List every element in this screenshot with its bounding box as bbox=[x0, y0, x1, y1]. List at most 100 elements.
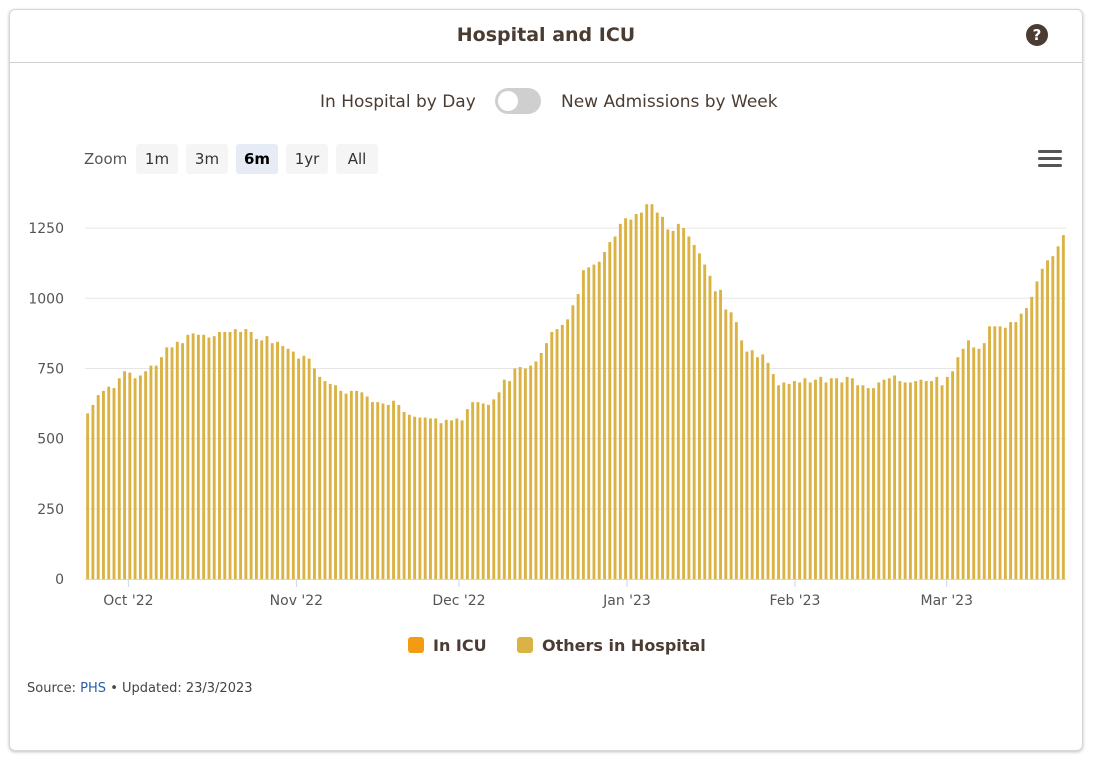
bar-others-0 bbox=[86, 413, 90, 579]
bar-others-103 bbox=[629, 219, 633, 579]
bar-others-90 bbox=[560, 324, 564, 579]
bar-others-108 bbox=[655, 212, 659, 579]
bar-others-46 bbox=[328, 383, 332, 579]
bar-others-87 bbox=[545, 343, 548, 579]
bar-others-183 bbox=[1051, 256, 1055, 579]
bar-others-43 bbox=[312, 368, 316, 579]
legend-swatch-others-in-hospital bbox=[517, 637, 533, 653]
bar-others-76 bbox=[487, 404, 490, 579]
bar-others-55 bbox=[376, 402, 380, 579]
zoom-1m-button[interactable]: 1m bbox=[136, 144, 178, 174]
bar-others-40 bbox=[297, 358, 301, 579]
legend-item-in-icu[interactable]: In ICU bbox=[408, 636, 487, 655]
bar-others-92 bbox=[571, 305, 575, 579]
bar-others-121 bbox=[724, 309, 728, 579]
bar-others-72 bbox=[465, 409, 469, 579]
bar-others-99 bbox=[608, 242, 612, 580]
bar-others-180 bbox=[1035, 281, 1039, 579]
x-tick-label-0: Oct '22 bbox=[103, 593, 153, 609]
bar-others-18 bbox=[181, 343, 185, 579]
view-toggle-row: In Hospital by Day New Admissions by Wee… bbox=[10, 88, 1082, 118]
bar-others-185 bbox=[1061, 235, 1065, 579]
bar-others-137 bbox=[808, 382, 812, 579]
bar-others-153 bbox=[893, 375, 897, 579]
bar-others-118 bbox=[708, 275, 712, 579]
bar-others-17 bbox=[175, 341, 179, 579]
bar-others-130 bbox=[771, 374, 775, 579]
bar-others-82 bbox=[518, 367, 522, 579]
bar-others-151 bbox=[882, 379, 886, 579]
bar-others-93 bbox=[576, 294, 580, 579]
bar-others-125 bbox=[745, 351, 749, 579]
bar-others-42 bbox=[307, 358, 311, 579]
bar-others-165 bbox=[956, 357, 960, 579]
zoom-1yr-button[interactable]: 1yr bbox=[286, 144, 328, 174]
bar-others-139 bbox=[819, 376, 823, 579]
bar-others-152 bbox=[887, 378, 891, 579]
legend-swatch-in-icu bbox=[408, 637, 424, 653]
bar-others-126 bbox=[750, 350, 754, 579]
bar-others-98 bbox=[603, 251, 606, 579]
bar-others-109 bbox=[661, 216, 664, 579]
bar-others-114 bbox=[687, 236, 691, 579]
bar-others-182 bbox=[1046, 260, 1049, 579]
bar-others-174 bbox=[1003, 327, 1007, 579]
bar-others-71 bbox=[460, 420, 464, 579]
bar-others-75 bbox=[481, 403, 485, 579]
zoom-6m-button[interactable]: 6m bbox=[236, 144, 278, 174]
bar-others-57 bbox=[386, 404, 390, 579]
card-header: Hospital and ICU ? bbox=[10, 10, 1082, 63]
bar-others-148 bbox=[866, 388, 870, 579]
legend-label-in-icu: In ICU bbox=[433, 636, 487, 655]
bar-others-47 bbox=[334, 385, 337, 579]
bar-others-38 bbox=[286, 348, 290, 579]
bar-others-36 bbox=[276, 341, 279, 579]
bar-others-80 bbox=[508, 381, 512, 579]
zoom-3m-button[interactable]: 3m bbox=[186, 144, 228, 174]
bar-others-37 bbox=[281, 345, 285, 579]
bar-others-20 bbox=[191, 333, 195, 579]
bar-others-167 bbox=[966, 340, 970, 579]
bar-others-69 bbox=[450, 420, 454, 579]
bar-others-28 bbox=[233, 329, 237, 579]
legend-item-others-in-hospital[interactable]: Others in Hospital bbox=[517, 636, 706, 655]
bar-others-51 bbox=[355, 390, 359, 579]
bar-others-70 bbox=[455, 418, 459, 579]
view-toggle-switch[interactable] bbox=[495, 88, 541, 114]
bar-others-176 bbox=[1014, 322, 1018, 579]
bar-others-138 bbox=[814, 379, 817, 579]
y-tick-label-750: 750 bbox=[37, 361, 64, 377]
question-circle-icon[interactable]: ? bbox=[1026, 24, 1048, 46]
in-hospital-by-day-label[interactable]: In Hospital by Day bbox=[320, 92, 476, 112]
bar-others-68 bbox=[444, 419, 448, 579]
bar-others-59 bbox=[397, 404, 401, 579]
bar-others-66 bbox=[434, 418, 438, 579]
bar-others-160 bbox=[930, 381, 933, 579]
bar-others-52 bbox=[360, 392, 364, 579]
bar-others-119 bbox=[713, 291, 717, 579]
bar-others-2 bbox=[96, 395, 100, 579]
bar-others-100 bbox=[613, 236, 617, 579]
footer-separator: • bbox=[110, 681, 118, 696]
bar-others-50 bbox=[349, 390, 353, 579]
zoom-all-button[interactable]: All bbox=[336, 144, 378, 174]
bar-others-81 bbox=[513, 368, 517, 579]
bar-others-19 bbox=[186, 334, 190, 579]
bar-others-22 bbox=[202, 334, 206, 579]
bar-others-106 bbox=[645, 204, 649, 579]
bar-others-78 bbox=[497, 392, 501, 579]
bar-others-140 bbox=[824, 382, 828, 579]
new-admissions-by-week-label[interactable]: New Admissions by Week bbox=[561, 92, 778, 112]
source-label: Source: bbox=[27, 681, 77, 696]
x-tick-label-4: Feb '23 bbox=[770, 593, 821, 609]
hamburger-menu-icon[interactable] bbox=[1038, 150, 1062, 168]
bar-others-64 bbox=[423, 417, 427, 579]
bar-others-6 bbox=[117, 378, 121, 579]
bar-others-24 bbox=[212, 336, 216, 579]
source-link[interactable]: PHS bbox=[80, 681, 107, 696]
bar-others-56 bbox=[381, 403, 385, 579]
bar-others-101 bbox=[618, 223, 622, 580]
bar-others-25 bbox=[218, 331, 221, 579]
y-tick-label-1000: 1000 bbox=[28, 291, 64, 307]
bar-others-45 bbox=[323, 381, 327, 579]
